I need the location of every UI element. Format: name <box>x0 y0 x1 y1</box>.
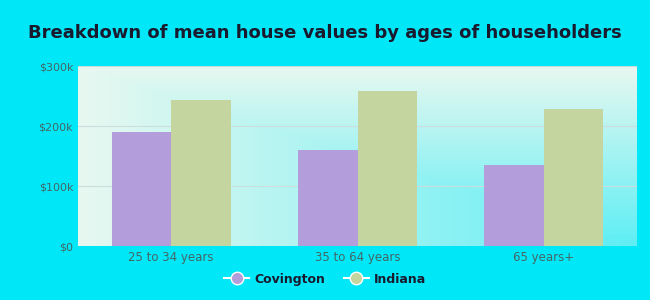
Bar <box>484 165 544 246</box>
Bar <box>544 109 603 246</box>
Bar <box>171 100 231 246</box>
Text: Breakdown of mean house values by ages of householders: Breakdown of mean house values by ages o… <box>28 24 622 42</box>
Bar <box>358 91 417 246</box>
Bar <box>112 132 171 246</box>
Bar <box>298 150 358 246</box>
Legend: Covington, Indiana: Covington, Indiana <box>219 268 431 291</box>
